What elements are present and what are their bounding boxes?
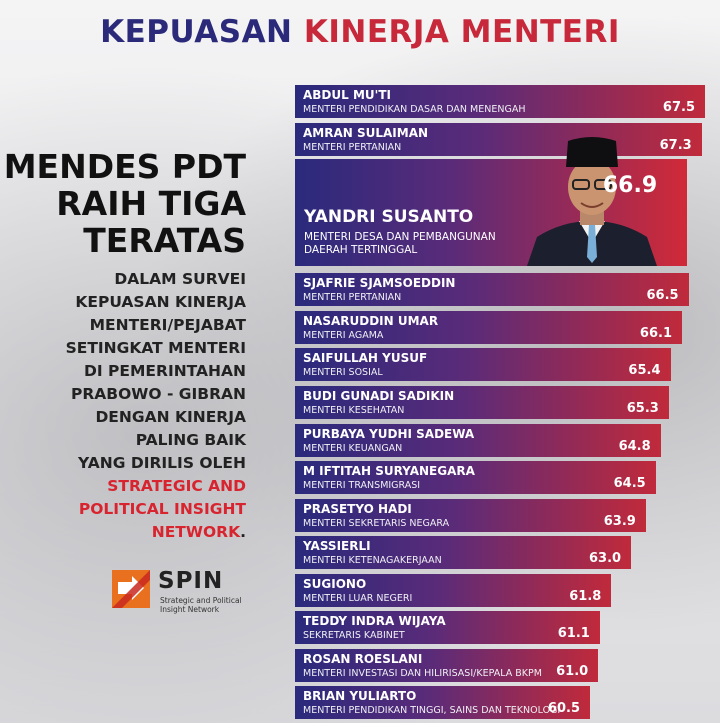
bar-name: BUDI GUNADI SADIKIN xyxy=(303,389,455,403)
headline-line: MENDES PDT xyxy=(3,147,246,186)
bar: M IFTITAH SURYANEGARA MENTERI TRANSMIGRAS… xyxy=(295,461,656,494)
bar-role: MENTERI DESA DAN PEMBANGUNAN DAERAH TERT… xyxy=(304,231,496,256)
bar-role: MENTERI SOSIAL xyxy=(303,367,383,378)
bar-name: PRASETYO HADI xyxy=(303,502,412,516)
bar-featured: YANDRI SUSANTO MENTERI DESA DAN PEMBANGUN… xyxy=(295,137,688,266)
bar: YASSIERLI MENTERI KETENAGAKERJAAN 63.0 xyxy=(295,536,632,569)
bar-role: MENTERI PENDIDIKAN TINGGI, SAINS DAN TEK… xyxy=(303,705,561,716)
bar-name: PURBAYA YUDHI SADEWA xyxy=(303,427,475,441)
bar-role: MENTERI INVESTASI DAN HILIRISASI/KEPALA … xyxy=(303,668,542,679)
description-line: DALAM SURVEI xyxy=(114,270,246,288)
bar-role: MENTERI PERTANIAN xyxy=(303,142,402,153)
bar-name: NASARUDDIN UMAR xyxy=(303,314,439,328)
bar-name: SAIFULLAH YUSUF xyxy=(303,351,428,365)
bar-value: 65.3 xyxy=(626,401,659,416)
description-line: DENGAN KINERJA xyxy=(95,408,246,426)
bar-value: 66.1 xyxy=(639,326,672,341)
bar-name: ROSAN ROESLANI xyxy=(303,652,423,666)
description-tail: . xyxy=(240,523,246,541)
bar-value: 65.4 xyxy=(628,363,661,378)
bar-role: MENTERI KEUANGAN xyxy=(303,443,403,454)
bar-value: 61.0 xyxy=(556,664,589,679)
description-line: SETINGKAT MENTERI xyxy=(65,339,246,357)
bar: PURBAYA YUDHI SADEWA MENTERI KEUANGAN 64.8 xyxy=(295,424,661,457)
bar-role: MENTERI SEKRETARIS NEGARA xyxy=(303,518,450,529)
bar: ABDUL MU'TI MENTERI PENDIDIKAN DASAR DAN … xyxy=(295,85,705,118)
bar-value: 66.9 xyxy=(602,173,658,198)
bar: BRIAN YULIARTO MENTERI PENDIDIKAN TINGGI,… xyxy=(295,686,590,719)
description-line: KEPUASAN KINERJA xyxy=(75,293,246,311)
bar-value: 67.5 xyxy=(662,100,695,115)
bar-value: 60.5 xyxy=(547,701,580,716)
bar-role: MENTERI AGAMA xyxy=(303,330,384,341)
bar-name: SJAFRIE SJAMSOEDDIN xyxy=(303,276,456,290)
bar-name: BRIAN YULIARTO xyxy=(303,689,417,703)
bar-role: MENTERI KESEHATAN xyxy=(303,405,405,416)
logo-arrow-icon xyxy=(118,576,144,600)
bar-name: TEDDY INDRA WIJAYA xyxy=(303,614,446,628)
description: DALAM SURVEI KEPUASAN KINERJA MENTERI/PE… xyxy=(66,268,246,544)
bar: TEDDY INDRA WIJAYA SEKRETARIS KABINET 61.1 xyxy=(295,611,600,644)
bar: ROSAN ROESLANI MENTERI INVESTASI DAN HILI… xyxy=(295,649,599,682)
title-part-2: KINERJA MENTERI xyxy=(303,14,620,50)
description-highlight: POLITICAL INSIGHT xyxy=(78,500,246,518)
page-title: KEPUASAN KINERJA MENTERI xyxy=(0,14,720,50)
bar-role: MENTERI KETENAGAKERJAAN xyxy=(303,555,442,566)
description-highlight-last: NETWORK. xyxy=(66,521,246,544)
bar: AMRAN SULAIMAN MENTERI PERTANIAN 67.3 xyxy=(295,123,702,156)
bar: SAIFULLAH YUSUF MENTERI SOSIAL 65.4 xyxy=(295,348,671,381)
bar-value: 64.8 xyxy=(618,439,651,454)
description-highlight: NETWORK xyxy=(151,523,241,541)
bar-value: 61.8 xyxy=(569,589,602,604)
description-line: DI PEMERINTAHAN xyxy=(84,362,246,380)
logo-name: SPIN xyxy=(158,568,224,594)
bar-name: AMRAN SULAIMAN xyxy=(303,126,429,140)
headline: MENDES PDT RAIH TIGA TERATAS xyxy=(4,148,246,259)
headline-line: TERATAS xyxy=(83,221,246,260)
bar-value: 66.5 xyxy=(646,288,679,303)
bar-value: 61.1 xyxy=(557,626,590,641)
bar-role: MENTERI LUAR NEGERI xyxy=(303,593,413,604)
description-line: PRABOWO - GIBRAN xyxy=(71,385,246,403)
bar-name: YANDRI SUSANTO xyxy=(304,207,474,227)
logo-subtitle: Strategic and Political Insight Network xyxy=(160,596,242,614)
bar-role: MENTERI TRANSMIGRASI xyxy=(303,480,421,491)
bar-value: 67.3 xyxy=(659,138,692,153)
logo-stripe-icon xyxy=(112,570,150,608)
portrait-icon xyxy=(527,137,657,266)
bar-name: ABDUL MU'TI xyxy=(303,88,391,102)
bar: SUGIONO MENTERI LUAR NEGERI 61.8 xyxy=(295,574,612,607)
spin-logo-icon xyxy=(112,570,150,608)
description-line: PALING BAIK xyxy=(135,431,246,449)
bar: SJAFRIE SJAMSOEDDIN MENTERI PERTANIAN 66.5 xyxy=(295,273,689,306)
bar-role: MENTERI PERTANIAN xyxy=(303,292,402,303)
bar-value: 64.5 xyxy=(613,476,646,491)
description-line: YANG DIRILIS OLEH xyxy=(78,454,246,472)
description-line: MENTERI/PEJABAT xyxy=(89,316,246,334)
bar-value: 63.0 xyxy=(588,551,622,566)
bar: PRASETYO HADI MENTERI SEKRETARIS NEGARA 63… xyxy=(295,499,646,532)
title-part-1: KEPUASAN xyxy=(100,14,293,50)
bar-value: 63.9 xyxy=(603,514,636,529)
bar-role: MENTERI PENDIDIKAN DASAR DAN MENENGAH xyxy=(303,104,526,115)
bar: BUDI GUNADI SADIKIN MENTERI KESEHATAN 65.3 xyxy=(295,386,669,419)
headline-line: RAIH TIGA xyxy=(56,184,246,223)
bar-name: YASSIERLI xyxy=(303,539,371,553)
description-highlight: STRATEGIC AND xyxy=(107,477,246,495)
bar-name: SUGIONO xyxy=(303,577,367,591)
bar-role: SEKRETARIS KABINET xyxy=(303,630,405,641)
bar: NASARUDDIN UMAR MENTERI AGAMA 66.1 xyxy=(295,311,682,344)
bar-name: M IFTITAH SURYANEGARA xyxy=(303,464,475,478)
